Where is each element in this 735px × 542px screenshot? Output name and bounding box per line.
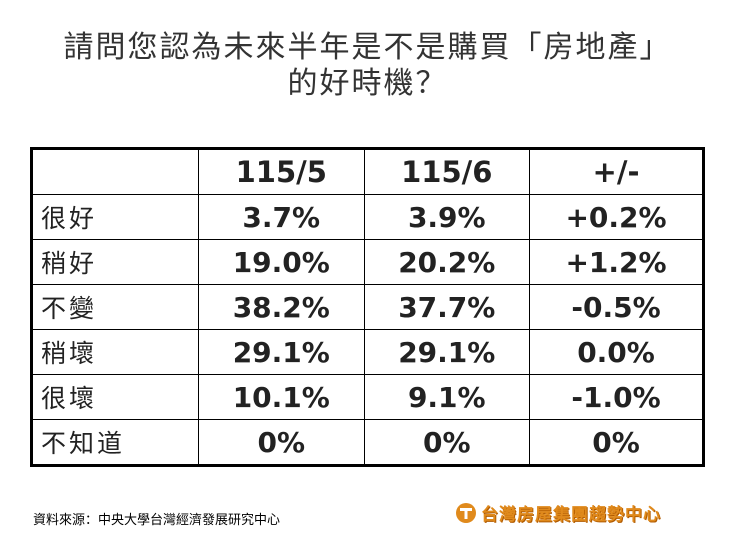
row-label: 不變 (31, 284, 199, 330)
cell: -1.0% (529, 374, 704, 420)
cell: 9.1% (363, 374, 531, 420)
table-row: 稍壞 29.1% 29.1% 0.0% (31, 329, 704, 375)
table-row: 很好 3.7% 3.9% +0.2% (31, 194, 704, 240)
cell: 3.7% (198, 194, 365, 240)
table-row: 不知道 0% 0% 0% (31, 419, 704, 466)
table-row: 很壞 10.1% 9.1% -1.0% (31, 374, 704, 420)
source-note: 資料來源：中央大學台灣經濟發展研究中心 (33, 513, 281, 528)
cell: 37.7% (363, 284, 531, 330)
title-line: 的好時機？ (287, 66, 448, 101)
cell: 0.0% (529, 329, 704, 375)
table: 115/5 115/6 +/- 很好 3.7% 3.9% +0.2% 稍好 19.0% 20.2%… (30, 147, 705, 467)
cell: 29.1% (363, 329, 531, 375)
cell: 3.9% (363, 194, 531, 240)
cell: 0% (363, 419, 531, 466)
header-cell (31, 148, 199, 195)
cell: 10.1% (198, 374, 365, 420)
header-row: 115/5 115/6 +/- (31, 148, 704, 195)
table-row: 稍好 19.0% 20.2% +1.2% (31, 239, 704, 285)
cell: -0.5% (529, 284, 704, 330)
cell: +1.2% (529, 239, 704, 285)
row-label: 稍壞 (31, 329, 199, 375)
logo: 台灣房屋集團趨勢中心 (455, 500, 661, 525)
row-label: 很壞 (31, 374, 199, 420)
title-line: 請問您認為未來半年是不是購買「房地產」 (63, 30, 672, 65)
header-cell: 115/5 (198, 148, 365, 195)
cell: 29.1% (198, 329, 365, 375)
header-cell: +/- (529, 148, 704, 195)
row-label: 很好 (31, 194, 199, 240)
cell: 19.0% (198, 239, 365, 285)
cell: 0% (529, 419, 704, 466)
row-label: 不知道 (31, 419, 199, 466)
table-row: 不變 38.2% 37.7% -0.5% (31, 284, 704, 330)
header-cell: 115/6 (363, 148, 531, 195)
logo-text: 台灣房屋集團趨勢中心 (481, 505, 661, 525)
row-label: 稍好 (31, 239, 199, 285)
cell: 0% (198, 419, 365, 466)
cell: 38.2% (198, 284, 365, 330)
cell: 20.2% (363, 239, 531, 285)
cell: +0.2% (529, 194, 704, 240)
logo-icon (456, 502, 476, 523)
